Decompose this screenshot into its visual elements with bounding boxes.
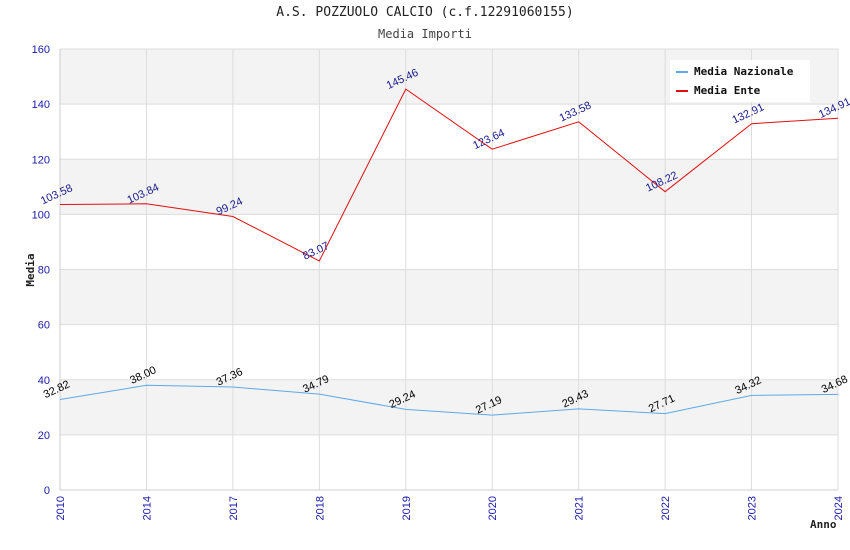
legend-label-media-ente: Media Ente: [694, 84, 761, 97]
gridlines: [59, 48, 839, 491]
y-axis-label: Media: [24, 253, 37, 286]
plot-band: [60, 379, 838, 435]
y-tick-label: 140: [32, 99, 50, 111]
x-tick-label: 2019: [401, 496, 413, 520]
x-tick-label: 2014: [141, 496, 153, 520]
y-tick-label: 0: [44, 485, 50, 497]
y-tick-label: 40: [38, 375, 50, 387]
y-axis-ticks: 0 20 40 60 80 100 120 140 160: [32, 44, 50, 497]
chart-title: A.S. POZZUOLO CALCIO (c.f.12291060155): [276, 5, 574, 20]
x-axis-ticks: 2010 2014 2017 2018 2019 2020 2021 2022 2023 2024: [55, 496, 845, 520]
x-tick-label: 2020: [487, 496, 499, 520]
series-lines: [59, 88, 839, 416]
series-line-media-nazionale: [59, 384, 839, 416]
x-tick-label: 2021: [574, 496, 586, 520]
data-label: 123.64: [471, 127, 507, 152]
x-tick-label: 2022: [660, 496, 672, 520]
y-tick-label: 80: [38, 265, 50, 277]
y-tick-label: 160: [32, 44, 50, 56]
x-tick-label: 2023: [747, 496, 759, 520]
y-tick-label: 60: [38, 320, 50, 332]
x-tick-label: 2017: [228, 496, 240, 520]
x-tick-label: 2024: [833, 496, 845, 520]
y-tick-label: 100: [32, 209, 50, 221]
plot-bands: [60, 49, 838, 435]
legend-box: [670, 60, 810, 102]
plot-band: [60, 269, 838, 325]
series-line-media-ente: [59, 88, 839, 262]
y-tick-label: 20: [38, 430, 50, 442]
chart-subtitle: Media Importi: [378, 27, 472, 41]
x-tick-label: 2010: [55, 496, 67, 520]
x-tick-label: 2018: [314, 496, 326, 520]
y-tick-label: 120: [32, 154, 50, 166]
x-axis-label: Anno: [810, 518, 837, 531]
legend: Media Nazionale Media Ente: [670, 60, 810, 102]
plot-band: [60, 159, 838, 215]
legend-label-media-nazionale: Media Nazionale: [694, 65, 794, 78]
